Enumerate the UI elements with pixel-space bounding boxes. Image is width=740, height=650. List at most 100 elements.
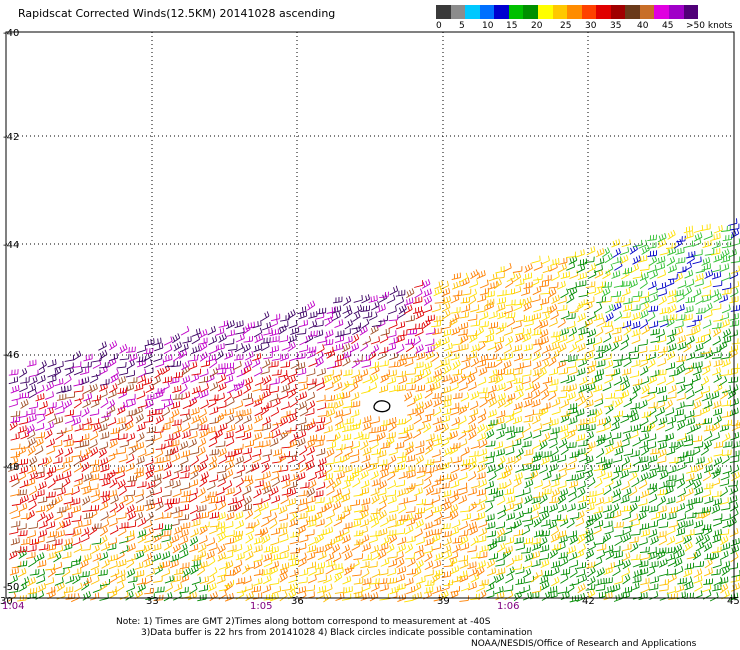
wind-barb bbox=[602, 269, 611, 280]
wind-barb bbox=[199, 415, 208, 426]
wind-barb bbox=[659, 247, 669, 256]
wind-barb bbox=[234, 320, 244, 329]
wind-barb bbox=[351, 333, 360, 345]
wind-barb bbox=[485, 590, 495, 599]
wind-barb bbox=[505, 502, 515, 512]
wind-barb bbox=[577, 495, 588, 503]
wind-barb bbox=[577, 533, 586, 544]
wind-barb bbox=[650, 369, 660, 378]
wind-barb bbox=[332, 488, 342, 498]
wind-barb bbox=[134, 406, 143, 416]
wind-barb bbox=[602, 461, 612, 471]
wind-barb bbox=[288, 589, 297, 600]
wind-barb bbox=[386, 436, 395, 447]
wind-barb bbox=[73, 456, 82, 467]
wind-barb bbox=[703, 424, 714, 432]
wind-barb bbox=[677, 266, 687, 274]
wind-barb bbox=[458, 529, 469, 537]
wind-barb bbox=[612, 510, 622, 519]
wind-barb bbox=[109, 502, 118, 513]
wind-barb bbox=[164, 360, 175, 368]
wind-barb bbox=[404, 304, 413, 315]
wind-barb bbox=[124, 383, 135, 393]
wind-barb bbox=[172, 351, 181, 362]
wind-barb bbox=[604, 400, 614, 408]
wind-barb bbox=[17, 489, 27, 496]
wind-barb bbox=[486, 521, 496, 530]
wind-barb bbox=[623, 357, 632, 368]
wind-barb bbox=[539, 493, 548, 505]
wind-barb bbox=[612, 256, 622, 265]
wind-barb bbox=[658, 448, 667, 458]
wind-barb bbox=[458, 405, 468, 415]
wind-barb bbox=[694, 463, 704, 473]
wind-barb bbox=[110, 494, 119, 505]
wind-barb bbox=[386, 489, 396, 497]
wind-barb bbox=[287, 487, 297, 497]
wind-barb bbox=[524, 263, 533, 273]
wind-barb bbox=[719, 528, 730, 536]
wind-barb bbox=[522, 423, 532, 433]
wind-barb bbox=[415, 519, 424, 529]
wind-barb bbox=[557, 530, 567, 539]
wind-barb bbox=[423, 361, 433, 371]
wind-barb bbox=[559, 557, 569, 567]
wind-barb bbox=[630, 449, 640, 458]
wind-barb bbox=[36, 575, 46, 585]
wind-barb bbox=[693, 361, 703, 369]
wind-barb bbox=[701, 328, 711, 338]
wind-barb bbox=[369, 512, 378, 523]
wind-barb bbox=[245, 591, 254, 602]
wind-barb bbox=[55, 430, 64, 440]
wind-barb bbox=[153, 353, 163, 363]
wind-barb bbox=[475, 326, 485, 337]
wind-barb bbox=[584, 317, 594, 328]
wind-barb bbox=[208, 335, 218, 346]
wind-barb bbox=[180, 482, 191, 491]
wind-barb bbox=[398, 358, 407, 368]
colorbar-label: 35 bbox=[610, 21, 622, 31]
wind-barb bbox=[432, 505, 442, 514]
wind-barb bbox=[279, 416, 289, 427]
wind-barb bbox=[152, 487, 163, 496]
wind-barb bbox=[360, 479, 370, 489]
wind-barb bbox=[622, 410, 633, 418]
wind-barb bbox=[458, 415, 467, 426]
wind-barb bbox=[299, 519, 309, 529]
wind-barb bbox=[63, 496, 73, 505]
wind-barb bbox=[440, 462, 450, 471]
wind-barb bbox=[27, 437, 36, 448]
wind-barb bbox=[452, 537, 463, 544]
wind-barb bbox=[496, 382, 506, 392]
wind-barb bbox=[261, 455, 271, 465]
wind-barb bbox=[191, 576, 201, 586]
wind-barb bbox=[125, 454, 135, 464]
wind-barb bbox=[702, 319, 712, 329]
wind-barb bbox=[279, 551, 289, 560]
wind-barb bbox=[524, 479, 534, 489]
wind-barb bbox=[497, 398, 506, 409]
wind-barb bbox=[587, 541, 596, 552]
wind-barb bbox=[224, 362, 234, 370]
wind-barb bbox=[34, 445, 44, 456]
wind-barb bbox=[55, 529, 65, 538]
wind-barb bbox=[47, 413, 57, 424]
wind-barb bbox=[449, 430, 458, 440]
wind-barb bbox=[396, 384, 407, 392]
wind-barb bbox=[287, 425, 297, 432]
wind-barb bbox=[108, 517, 118, 527]
wind-barb bbox=[639, 567, 649, 576]
wind-barb bbox=[730, 228, 740, 239]
wind-barb bbox=[666, 525, 676, 536]
wind-barb bbox=[605, 263, 614, 274]
wind-barb bbox=[701, 256, 711, 266]
wind-barb bbox=[721, 248, 730, 259]
longitude-label: 30 bbox=[0, 596, 13, 607]
wind-barb bbox=[602, 320, 613, 328]
wind-barb bbox=[395, 463, 406, 471]
wind-barb bbox=[119, 353, 130, 361]
wind-barb bbox=[452, 368, 463, 376]
wind-barb bbox=[74, 473, 84, 482]
wind-barb bbox=[179, 343, 189, 353]
wind-barb bbox=[647, 387, 657, 394]
